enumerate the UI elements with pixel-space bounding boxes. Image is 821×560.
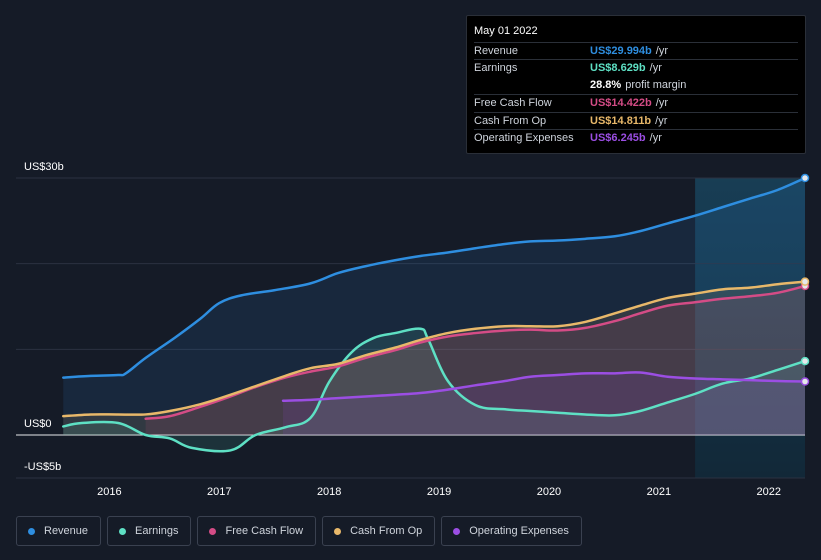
tooltip-row-unit: /yr: [649, 131, 662, 144]
legend-dot-icon: [119, 527, 127, 535]
cash-from-op-endpoint: [800, 277, 810, 286]
legend-item-earnings[interactable]: Earnings: [107, 516, 192, 546]
chart-legend: Revenue Earnings Free Cash Flow Cash From O…: [16, 516, 582, 546]
tooltip-row-unit: /yr: [655, 45, 668, 57]
y-label-top: US$30b: [24, 161, 64, 173]
revenue-endpoint: [800, 173, 810, 183]
y-label-zero: US$0: [24, 418, 52, 430]
legend-label: Operating Expenses: [469, 525, 569, 537]
tooltip-date: May 01 2022: [474, 25, 538, 37]
tooltip-row: Earnings US$8.629b/yr: [474, 59, 798, 76]
tooltip-row-label: [474, 77, 590, 94]
legend-label: Cash From Op: [350, 525, 423, 537]
legend-dot-icon: [334, 527, 342, 535]
revenue-line: [62, 176, 807, 379]
tooltip-row-value: US$29.994b: [590, 45, 652, 57]
tooltip-row: 28.8% profit margin: [474, 77, 798, 94]
tooltip-row-value: 28.8%: [590, 78, 622, 91]
tooltip-row-value: US$8.629b: [590, 62, 646, 75]
tooltip-row-unit: /yr: [655, 97, 668, 110]
tooltip-row-label: Cash From Op: [474, 114, 547, 127]
x-tick-label: 2017: [207, 486, 231, 498]
financial-chart: US$30b US$0 -US$5b 2016 2017 2018 2019 2020 2…: [16, 161, 810, 498]
legend-label: Free Cash Flow: [225, 525, 304, 537]
tooltip-row: Cash From Op US$14.811b/yr: [474, 111, 798, 129]
legend-item-free-cash-flow[interactable]: Free Cash Flow: [197, 516, 317, 546]
earnings-line: [62, 327, 807, 453]
x-tick-label: 2016: [97, 486, 121, 498]
tooltip-row: Operating Expenses US$6.245b/yr: [474, 128, 798, 146]
tooltip-row-unit: profit margin: [625, 78, 687, 91]
earnings-area: [63, 328, 806, 452]
tooltip-row-value: US$14.811b: [590, 114, 652, 127]
tooltip-row-label: Earnings: [474, 62, 518, 75]
earnings-endpoint: [800, 356, 810, 366]
tooltip-row: Revenue US$29.994b/yr: [474, 42, 798, 59]
operating-expenses-endpoint: [800, 377, 810, 386]
legend-dot-icon: [453, 527, 461, 535]
tooltip-row-unit: /yr: [649, 62, 662, 75]
legend-item-operating-expenses[interactable]: Operating Expenses: [441, 516, 582, 546]
tooltip-row-label: Free Cash Flow: [474, 97, 552, 110]
tooltip-row-value: US$6.245b: [590, 131, 646, 144]
x-tick-label: 2022: [756, 486, 780, 498]
forecast-highlight: [695, 178, 805, 478]
legend-label: Revenue: [44, 525, 89, 537]
legend-dot-icon: [28, 527, 35, 535]
legend-item-cash-from-op[interactable]: Cash From Op: [322, 516, 436, 546]
tooltip-row-label: Revenue: [474, 45, 519, 57]
x-tick-label: 2020: [537, 486, 561, 498]
tooltip-row-unit: /yr: [655, 114, 668, 127]
revenue-area: [63, 178, 806, 436]
data-tooltip: May 01 2022 Revenue US$29.994b/yr Earnings…: [466, 15, 806, 154]
cash-from-op-line: [62, 280, 807, 418]
free-cash-flow-area: [145, 285, 805, 435]
operating-expenses-line: [281, 371, 807, 402]
legend-item-revenue[interactable]: Revenue: [16, 516, 102, 546]
legend-dot-icon: [209, 527, 217, 535]
x-tick-label: 2018: [317, 486, 341, 498]
tooltip-row-value: US$14.422b: [590, 97, 652, 110]
x-tick-label: 2019: [427, 486, 451, 498]
tooltip-row-label: Operating Expenses: [474, 131, 574, 144]
y-label-bottom: -US$5b: [24, 461, 61, 473]
legend-label: Earnings: [135, 525, 179, 537]
x-tick-label: 2021: [647, 486, 671, 498]
tooltip-row: Free Cash Flow US$14.422b/yr: [474, 94, 798, 111]
operating-expenses-area: [283, 372, 805, 435]
